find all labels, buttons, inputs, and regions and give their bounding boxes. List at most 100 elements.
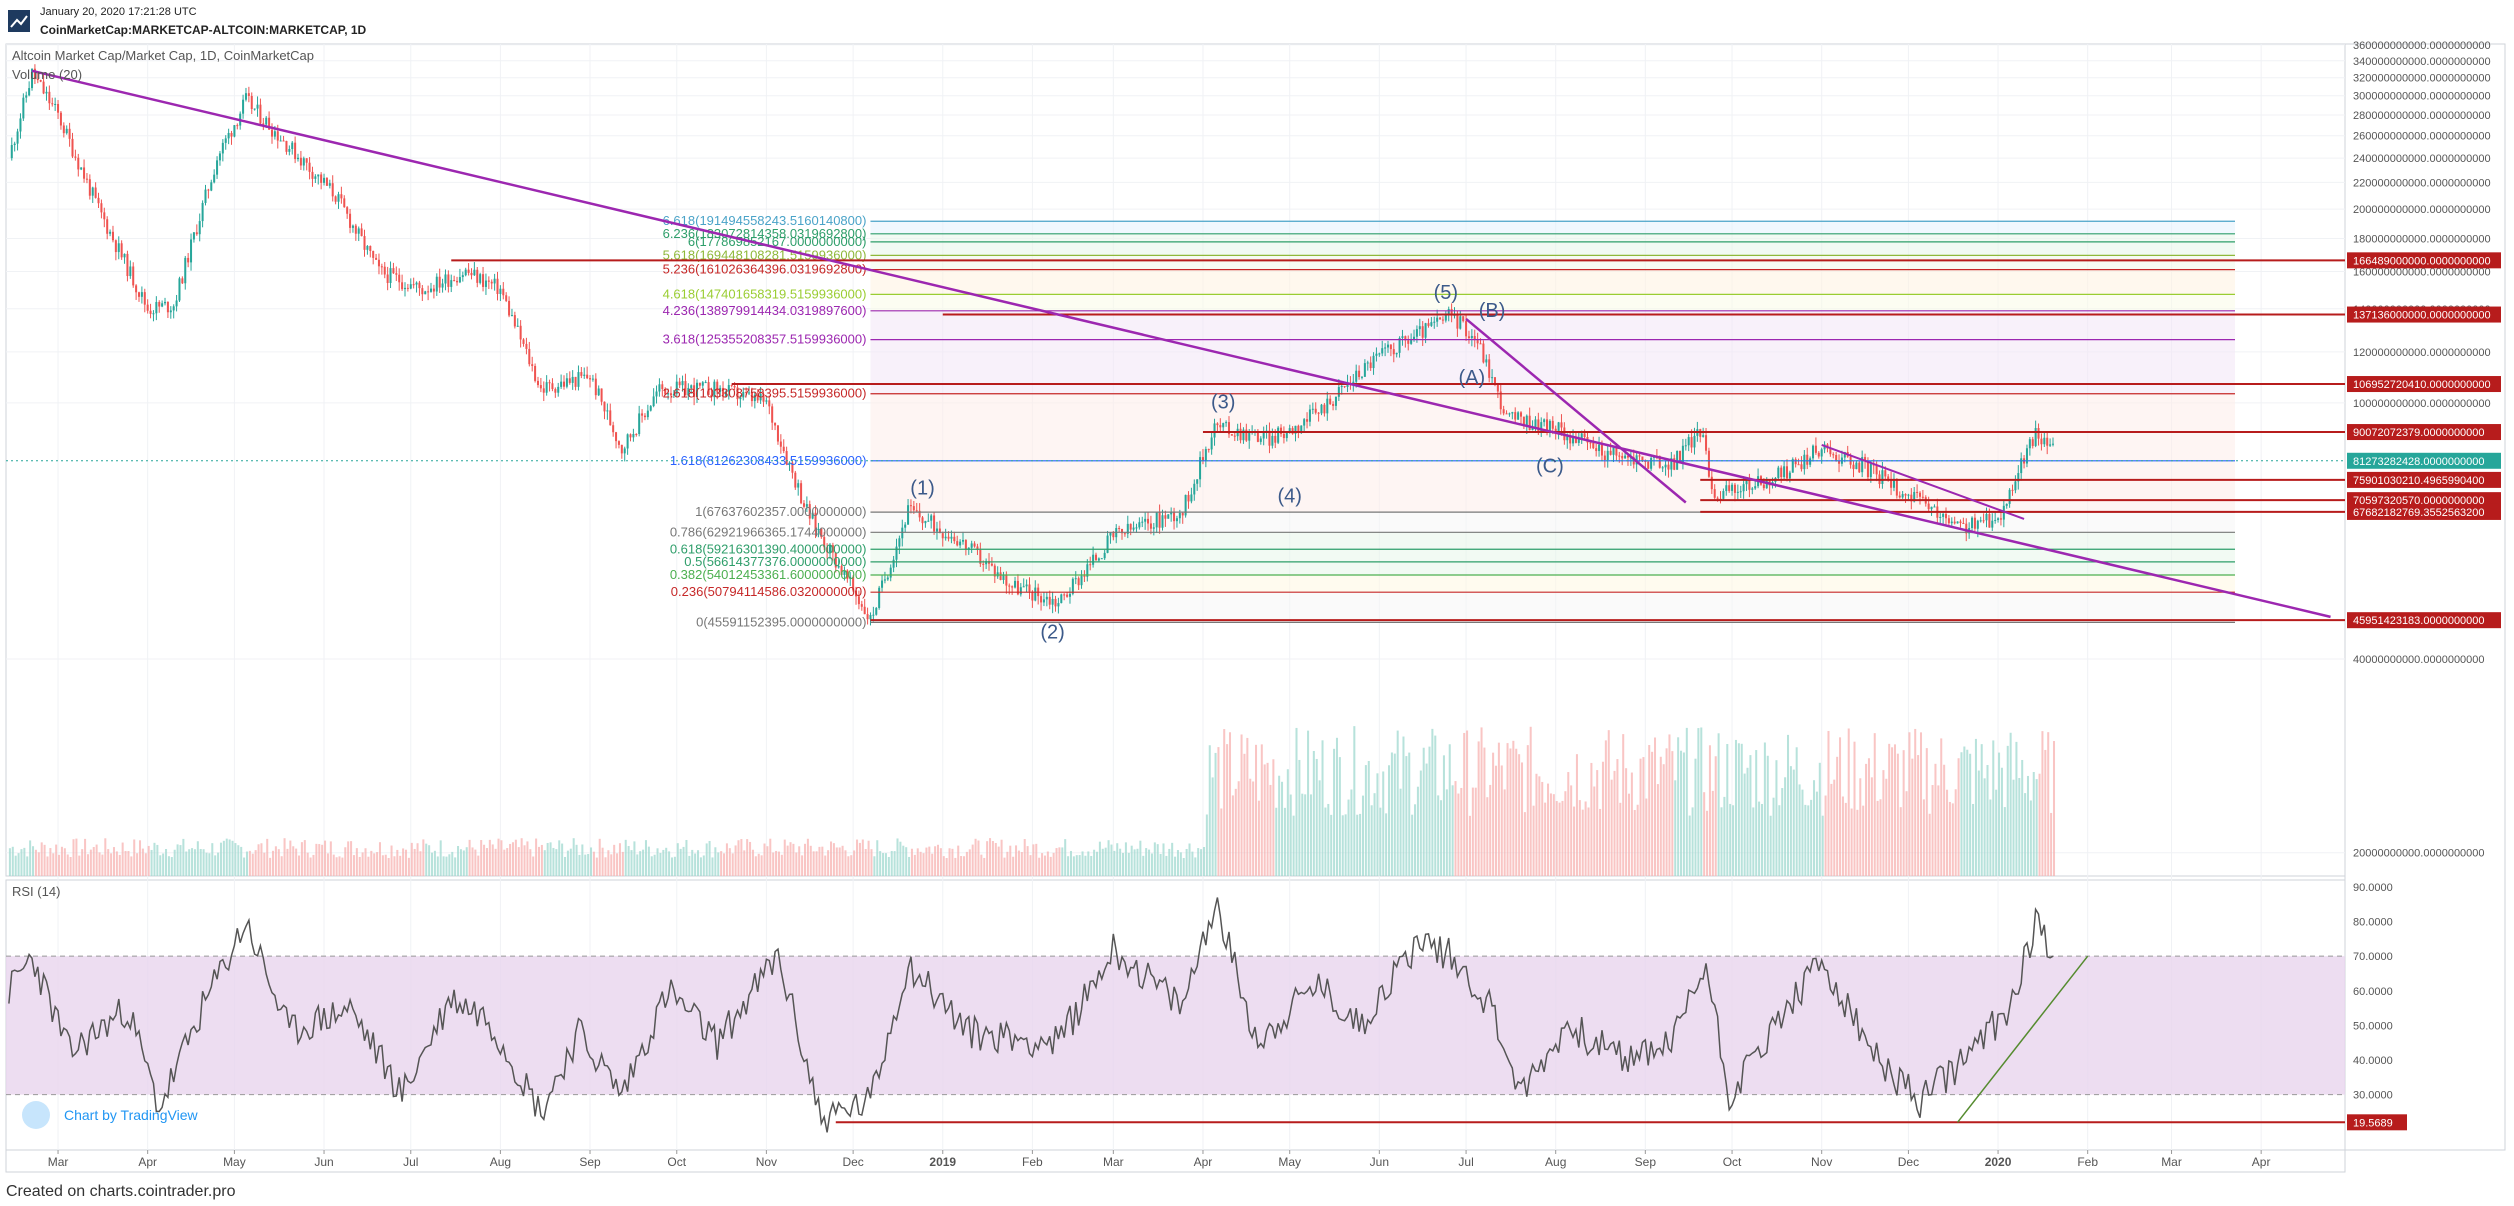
volume-bar <box>1928 813 1931 876</box>
volume-bar <box>1159 853 1162 876</box>
volume-bar <box>899 841 902 876</box>
volume-bar <box>633 841 636 876</box>
volume-bar <box>1879 799 1882 876</box>
x-tick-label: Nov <box>756 1155 777 1169</box>
volume-bar <box>439 840 442 876</box>
candle-body <box>464 269 467 276</box>
volume-bar <box>919 851 922 876</box>
volume-bar <box>1917 755 1920 876</box>
volume-bar <box>1717 733 1720 876</box>
volume-bar <box>1599 808 1602 876</box>
volume-bar <box>682 846 685 876</box>
candle-body <box>860 604 863 607</box>
volume-bar <box>1512 740 1515 876</box>
candle-body <box>285 140 288 152</box>
volume-bar <box>1211 777 1214 876</box>
candle-body <box>126 253 129 277</box>
x-tick-label: May <box>223 1155 246 1169</box>
candle-body <box>1843 452 1846 458</box>
volume-bar <box>957 845 960 876</box>
tradingview-watermark[interactable]: Chart by TradingView <box>22 1101 198 1129</box>
volume-bar <box>1072 856 1075 876</box>
volume-bar <box>98 852 101 876</box>
volume-bar <box>1665 748 1668 876</box>
volume-bar <box>1335 737 1338 876</box>
candle-body <box>233 125 236 137</box>
time-axis[interactable] <box>5 1149 2346 1173</box>
candle-body <box>328 183 331 186</box>
volume-bar <box>1758 801 1761 876</box>
volume-bar <box>1859 778 1862 876</box>
candle-body <box>814 512 817 530</box>
long-term-trendline[interactable] <box>31 69 2331 619</box>
candle-body <box>1817 452 1820 457</box>
volume-bar <box>393 856 396 876</box>
candle-body <box>947 536 950 539</box>
candle-body <box>1462 316 1465 322</box>
volume-bar <box>1697 728 1700 876</box>
candle-body <box>57 103 60 113</box>
volume-bar <box>17 853 20 876</box>
candle-body <box>1427 323 1430 326</box>
volume-bar <box>642 849 645 876</box>
short-trendline[interactable] <box>1821 444 2025 520</box>
candle-body <box>190 239 193 263</box>
volume-bar <box>772 852 775 876</box>
candle-body <box>1135 527 1138 529</box>
candle-body <box>2046 437 2049 446</box>
candle-body <box>1245 429 1248 441</box>
volume-bar <box>34 849 37 876</box>
volume-bar <box>147 845 150 876</box>
candle-body <box>1479 343 1482 345</box>
candle-body <box>1164 515 1167 519</box>
candle-body <box>1522 416 1525 426</box>
volume-bar <box>1090 855 1093 876</box>
volume-bar <box>1492 752 1495 876</box>
volume-bar <box>263 852 266 876</box>
short-trendline[interactable] <box>1465 317 1687 504</box>
volume-bar <box>517 847 520 876</box>
candle-body <box>1201 457 1204 461</box>
price-axis[interactable] <box>2344 43 2506 1151</box>
candle-body <box>1395 352 1398 355</box>
candle-body <box>976 546 979 551</box>
volume-bar <box>1763 742 1766 876</box>
candle-body <box>1045 596 1048 600</box>
volume-bar <box>1295 727 1298 876</box>
candle-body <box>2014 481 2017 491</box>
volume-bar <box>1327 803 1330 876</box>
volume-bar <box>1382 771 1385 876</box>
candle-body <box>1306 419 1309 422</box>
candle-body <box>1624 455 1627 459</box>
volume-bar <box>1035 843 1038 876</box>
candle-body <box>1803 454 1806 470</box>
candle-body <box>210 182 213 191</box>
volume-bar <box>376 852 379 876</box>
volume-bar <box>234 843 237 876</box>
volume-bar <box>162 853 165 876</box>
volume-bar <box>1440 800 1443 876</box>
volume-bar <box>555 849 558 876</box>
candle-body <box>2020 458 2023 474</box>
fib-zone <box>870 255 2236 270</box>
volume-bar <box>1078 855 1081 876</box>
candle-body <box>1421 326 1424 338</box>
rsi-tick-label: 40.0000 <box>2353 1055 2393 1067</box>
candle-body <box>111 231 114 241</box>
volume-bar <box>662 849 665 876</box>
candle-body <box>1944 513 1948 519</box>
volume-bar <box>1627 793 1631 876</box>
candle-body <box>788 462 791 465</box>
volume-bar <box>1307 730 1310 876</box>
rsi-line[interactable] <box>8 897 2054 1133</box>
volume-bar <box>1937 785 1940 876</box>
candle-body <box>1499 391 1502 410</box>
volume-bar <box>876 840 879 876</box>
candle-body <box>664 389 667 395</box>
volume-bar <box>1827 730 1830 876</box>
volume-bar <box>902 845 905 876</box>
candle-body <box>1358 370 1361 378</box>
candle-body <box>1664 464 1667 468</box>
volume-bar <box>1385 813 1388 876</box>
